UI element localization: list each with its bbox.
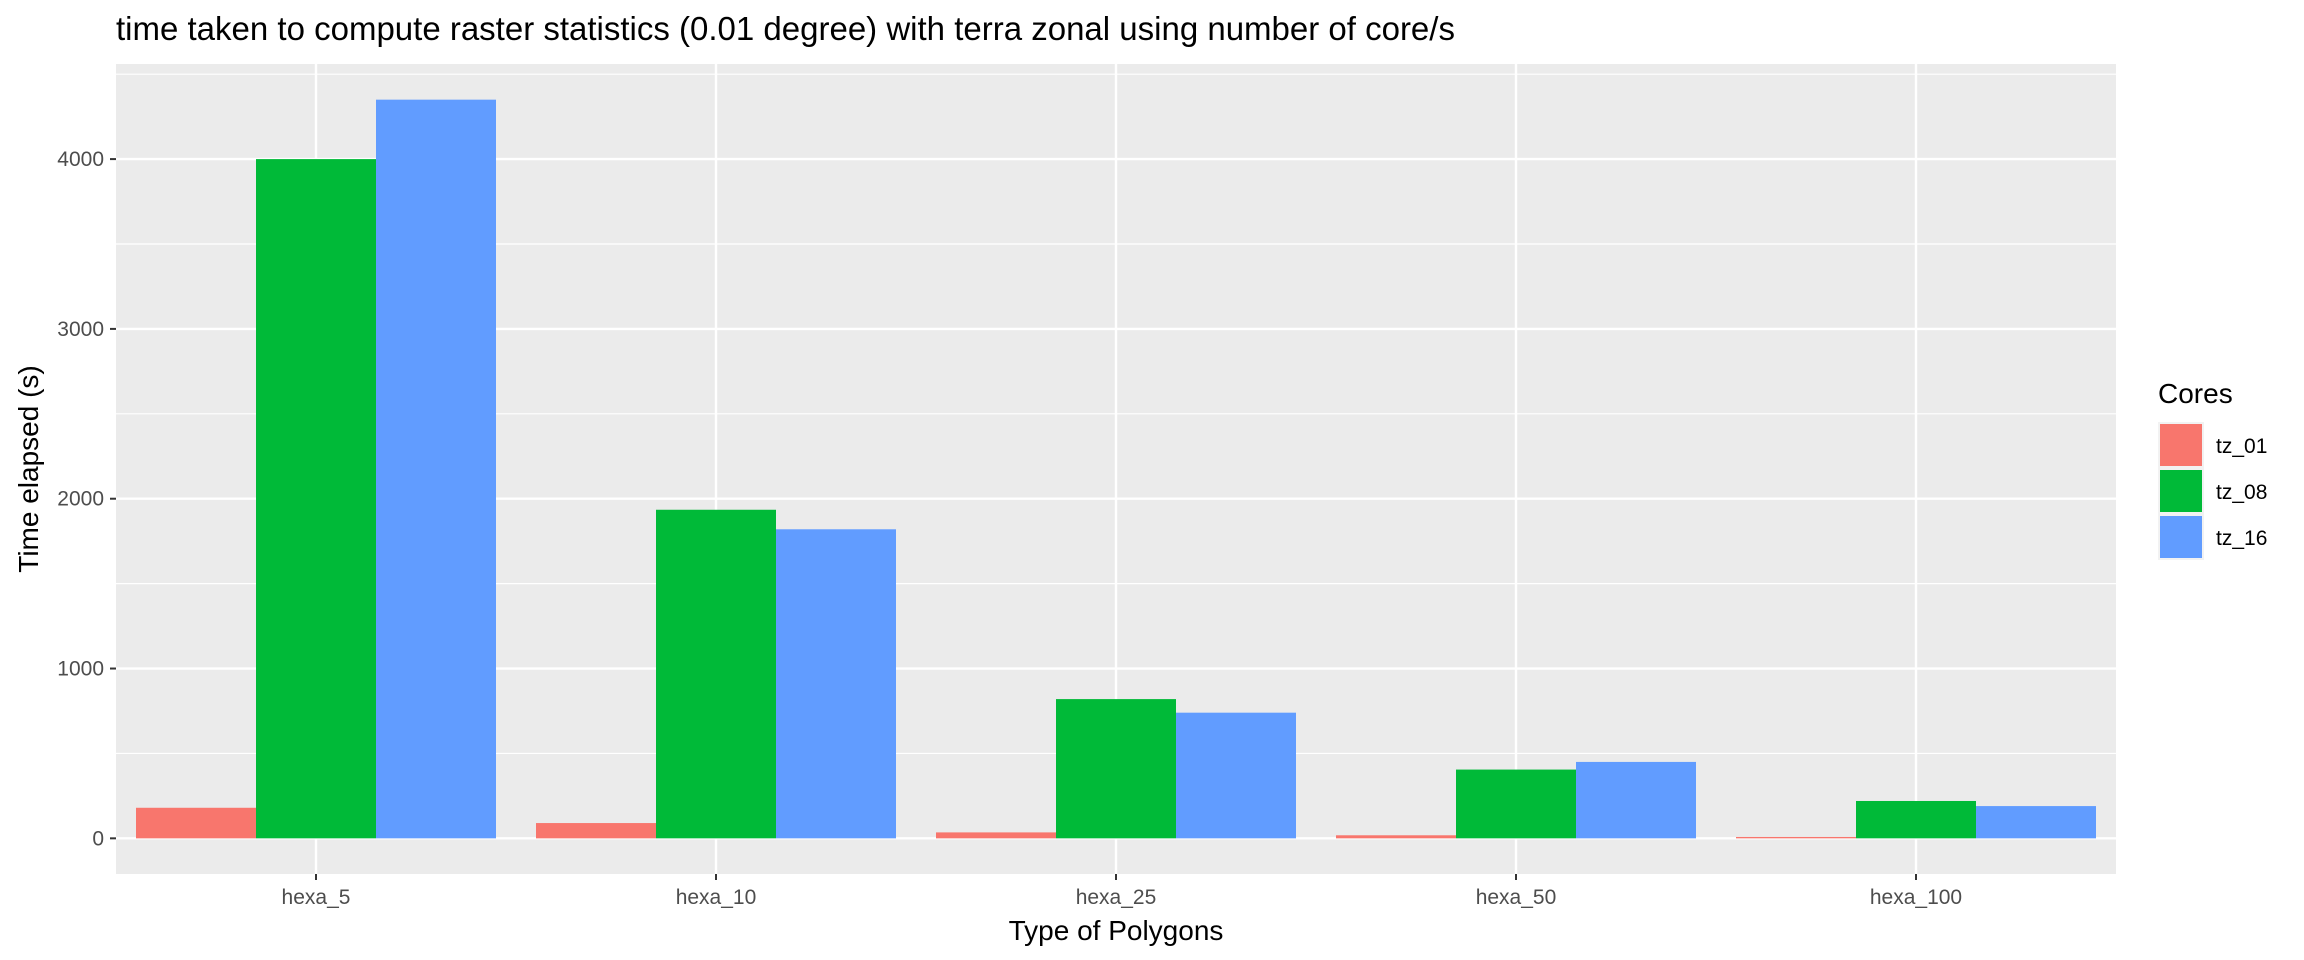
bars [136,99,2096,839]
bar-tz_08-hexa_25 [1056,699,1176,839]
bar-tz_08-hexa_100 [1856,800,1976,839]
y-axis-ticks: 0 1000 2000 3000 4000 [57,148,116,850]
x-tick-label: hexa_25 [1076,886,1157,909]
bar-tz_16-hexa_50 [1576,761,1696,839]
bar-tz_01-hexa_5 [136,807,256,839]
x-tick-label: hexa_10 [676,886,757,909]
bar-tz_01-hexa_100 [1736,836,1856,839]
x-tick-label: hexa_5 [282,886,351,909]
bar-tz_16-hexa_5 [376,99,496,839]
x-axis-title: Type of Polygons [1009,915,1224,946]
legend-label-tz_08: tz_08 [2216,481,2267,504]
bar-tz_01-hexa_25 [936,832,1056,839]
bar-tz_16-hexa_100 [1976,806,2096,839]
y-tick-label: 2000 [57,488,104,511]
bar-tz_08-hexa_50 [1456,769,1576,839]
chart-title: time taken to compute raster statistics … [116,10,1455,47]
y-tick-label: 1000 [57,658,104,681]
x-axis-ticks: hexa_5 hexa_10 hexa_25 hexa_50 hexa_100 [282,874,1962,909]
bar-tz_16-hexa_25 [1176,712,1296,839]
legend: Cores tz_01 tz_08 tz_16 [2158,378,2267,560]
legend-key-tz_08 [2160,470,2202,512]
bar-tz_16-hexa_10 [776,529,896,839]
y-axis-title: Time elapsed (s) [13,365,44,572]
bar-tz_08-hexa_10 [656,509,776,839]
legend-label-tz_01: tz_01 [2216,435,2267,458]
legend-title: Cores [2158,378,2233,409]
x-tick-label: hexa_50 [1476,886,1557,909]
x-tick-label: hexa_100 [1870,886,1962,909]
bar-tz_08-hexa_5 [256,159,376,839]
legend-key-tz_16 [2160,516,2202,558]
legend-label-tz_16: tz_16 [2216,527,2267,550]
bar-tz_01-hexa_50 [1336,835,1456,839]
y-tick-label: 0 [92,827,104,850]
legend-key-tz_01 [2160,424,2202,466]
y-tick-label: 4000 [57,148,104,171]
y-tick-label: 3000 [57,318,104,341]
bar-tz_01-hexa_10 [536,823,656,839]
